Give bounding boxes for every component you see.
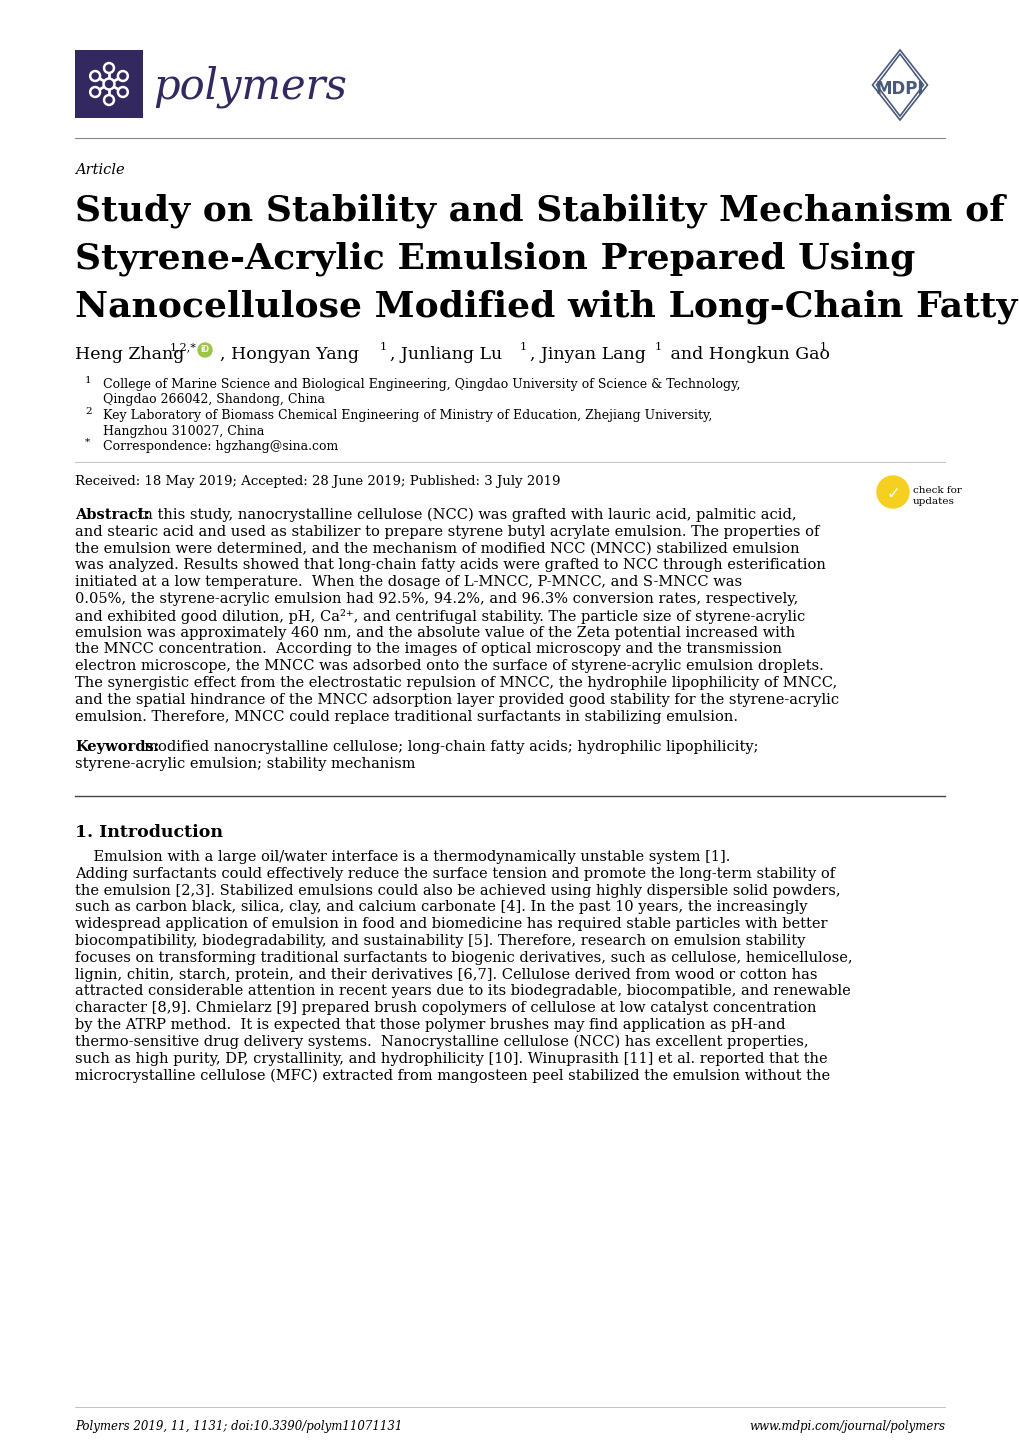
Circle shape: [103, 95, 114, 105]
Text: such as high purity, DP, crystallinity, and hydrophilicity [10]. Winuprasith [11: such as high purity, DP, crystallinity, …: [75, 1051, 826, 1066]
Text: was analyzed. Results showed that long-chain fatty acids were grafted to NCC thr: was analyzed. Results showed that long-c…: [75, 558, 825, 572]
Text: Qingdao 266042, Shandong, China: Qingdao 266042, Shandong, China: [103, 394, 325, 407]
Text: check for: check for: [912, 486, 961, 495]
Text: polymers: polymers: [153, 66, 346, 108]
Text: 1: 1: [819, 342, 826, 352]
Circle shape: [117, 71, 128, 82]
Text: 1: 1: [520, 342, 527, 352]
Text: and exhibited good dilution, pH, Ca²⁺, and centrifugal stability. The particle s: and exhibited good dilution, pH, Ca²⁺, a…: [75, 609, 804, 624]
Text: Correspondence: hgzhang@sina.com: Correspondence: hgzhang@sina.com: [103, 440, 338, 453]
Text: such as carbon black, silica, clay, and calcium carbonate [4]. In the past 10 ye: such as carbon black, silica, clay, and …: [75, 900, 807, 914]
Text: Polymers 2019, 11, 1131; doi:10.3390/polym11071131: Polymers 2019, 11, 1131; doi:10.3390/pol…: [75, 1420, 401, 1433]
Text: 1: 1: [380, 342, 387, 352]
Text: styrene-acrylic emulsion; stability mechanism: styrene-acrylic emulsion; stability mech…: [75, 757, 415, 771]
Text: emulsion. Therefore, MNCC could replace traditional surfactants in stabilizing e: emulsion. Therefore, MNCC could replace …: [75, 709, 738, 724]
Text: initiated at a low temperature.  When the dosage of L-MNCC, P-MNCC, and S-MNCC w: initiated at a low temperature. When the…: [75, 575, 742, 590]
Text: focuses on transforming traditional surfactants to biogenic derivatives, such as: focuses on transforming traditional surf…: [75, 950, 852, 965]
Circle shape: [198, 343, 212, 358]
Circle shape: [92, 89, 98, 95]
Circle shape: [92, 74, 98, 79]
Text: Study on Stability and Stability Mechanism of: Study on Stability and Stability Mechani…: [75, 193, 1004, 228]
Circle shape: [876, 476, 908, 508]
Circle shape: [105, 81, 112, 88]
Text: Emulsion with a large oil/water interface is a thermodynamically unstable system: Emulsion with a large oil/water interfac…: [75, 849, 730, 864]
Text: 1. Introduction: 1. Introduction: [75, 823, 223, 841]
Text: thermo-sensitive drug delivery systems.  Nanocrystalline cellulose (NCC) has exc: thermo-sensitive drug delivery systems. …: [75, 1035, 808, 1050]
Text: Heng Zhang: Heng Zhang: [75, 346, 190, 363]
Text: Article: Article: [75, 163, 124, 177]
Text: modified nanocrystalline cellulose; long-chain fatty acids; hydrophilic lipophil: modified nanocrystalline cellulose; long…: [135, 740, 758, 754]
Circle shape: [103, 62, 114, 74]
Text: and Hongkun Gao: and Hongkun Gao: [664, 346, 835, 363]
Text: College of Marine Science and Biological Engineering, Qingdao University of Scie: College of Marine Science and Biological…: [103, 378, 740, 391]
Text: Nanocellulose Modified with Long-Chain Fatty Acids: Nanocellulose Modified with Long-Chain F…: [75, 288, 1019, 323]
Text: , Junliang Lu: , Junliang Lu: [389, 346, 507, 363]
Text: the MNCC concentration.  According to the images of optical microscopy and the t: the MNCC concentration. According to the…: [75, 642, 782, 656]
Text: attracted considerable attention in recent years due to its biodegradable, bioco: attracted considerable attention in rece…: [75, 985, 850, 998]
Text: 1: 1: [85, 376, 92, 385]
Text: widespread application of emulsion in food and biomedicine has required stable p: widespread application of emulsion in fo…: [75, 917, 826, 932]
Text: www.mdpi.com/journal/polymers: www.mdpi.com/journal/polymers: [748, 1420, 944, 1433]
Circle shape: [120, 74, 125, 79]
Text: Abstract:: Abstract:: [75, 508, 150, 522]
Text: character [8,9]. Chmielarz [9] prepared brush copolymers of cellulose at low cat: character [8,9]. Chmielarz [9] prepared …: [75, 1001, 815, 1015]
Circle shape: [117, 87, 128, 98]
Text: the emulsion were determined, and the mechanism of modified NCC (MNCC) stabilize: the emulsion were determined, and the me…: [75, 542, 799, 555]
Text: Received: 18 May 2019; Accepted: 28 June 2019; Published: 3 July 2019: Received: 18 May 2019; Accepted: 28 June…: [75, 474, 560, 487]
Text: updates: updates: [912, 497, 954, 506]
Circle shape: [103, 78, 115, 89]
Text: microcrystalline cellulose (MFC) extracted from mangosteen peel stabilized the e: microcrystalline cellulose (MFC) extract…: [75, 1069, 829, 1083]
Text: 2: 2: [85, 407, 92, 415]
Text: *: *: [85, 438, 90, 447]
Text: electron microscope, the MNCC was adsorbed onto the surface of styrene-acrylic e: electron microscope, the MNCC was adsorb…: [75, 659, 823, 673]
Text: , Hongyan Yang: , Hongyan Yang: [220, 346, 364, 363]
Text: 1: 1: [654, 342, 661, 352]
FancyBboxPatch shape: [75, 50, 143, 118]
Text: Keywords:: Keywords:: [75, 740, 159, 754]
Text: The synergistic effect from the electrostatic repulsion of MNCC, the hydrophile : The synergistic effect from the electros…: [75, 676, 837, 691]
Circle shape: [120, 89, 125, 95]
Text: biocompatibility, biodegradability, and sustainability [5]. Therefore, research : biocompatibility, biodegradability, and …: [75, 934, 805, 947]
Text: iD: iD: [201, 346, 209, 355]
Text: 1,2,*: 1,2,*: [170, 342, 197, 352]
Text: Adding surfactants could effectively reduce the surface tension and promote the : Adding surfactants could effectively red…: [75, 867, 835, 881]
Text: the emulsion [2,3]. Stabilized emulsions could also be achieved using highly dis: the emulsion [2,3]. Stabilized emulsions…: [75, 884, 840, 897]
Text: , Jinyan Lang: , Jinyan Lang: [530, 346, 651, 363]
Text: Styrene-Acrylic Emulsion Prepared Using: Styrene-Acrylic Emulsion Prepared Using: [75, 241, 914, 275]
Text: ✓: ✓: [886, 485, 899, 503]
Text: by the ATRP method.  It is expected that those polymer brushes may find applicat: by the ATRP method. It is expected that …: [75, 1018, 785, 1032]
Text: and the spatial hindrance of the MNCC adsorption layer provided good stability f: and the spatial hindrance of the MNCC ad…: [75, 692, 839, 707]
Text: lignin, chitin, starch, protein, and their derivatives [6,7]. Cellulose derived : lignin, chitin, starch, protein, and the…: [75, 968, 816, 982]
Text: 0.05%, the styrene-acrylic emulsion had 92.5%, 94.2%, and 96.3% conversion rates: 0.05%, the styrene-acrylic emulsion had …: [75, 593, 798, 606]
Circle shape: [106, 97, 112, 102]
Text: Hangzhou 310027, China: Hangzhou 310027, China: [103, 424, 264, 437]
Text: MDPI: MDPI: [875, 79, 923, 98]
Circle shape: [90, 71, 101, 82]
Text: In this study, nanocrystalline cellulose (NCC) was grafted with lauric acid, pal: In this study, nanocrystalline cellulose…: [132, 508, 796, 522]
Circle shape: [90, 87, 101, 98]
Circle shape: [106, 65, 112, 71]
Text: and stearic acid and used as stabilizer to prepare styrene butyl acrylate emulsi: and stearic acid and used as stabilizer …: [75, 525, 818, 539]
Text: Key Laboratory of Biomass Chemical Engineering of Ministry of Education, Zhejian: Key Laboratory of Biomass Chemical Engin…: [103, 410, 711, 423]
Text: emulsion was approximately 460 nm, and the absolute value of the Zeta potential : emulsion was approximately 460 nm, and t…: [75, 626, 795, 640]
